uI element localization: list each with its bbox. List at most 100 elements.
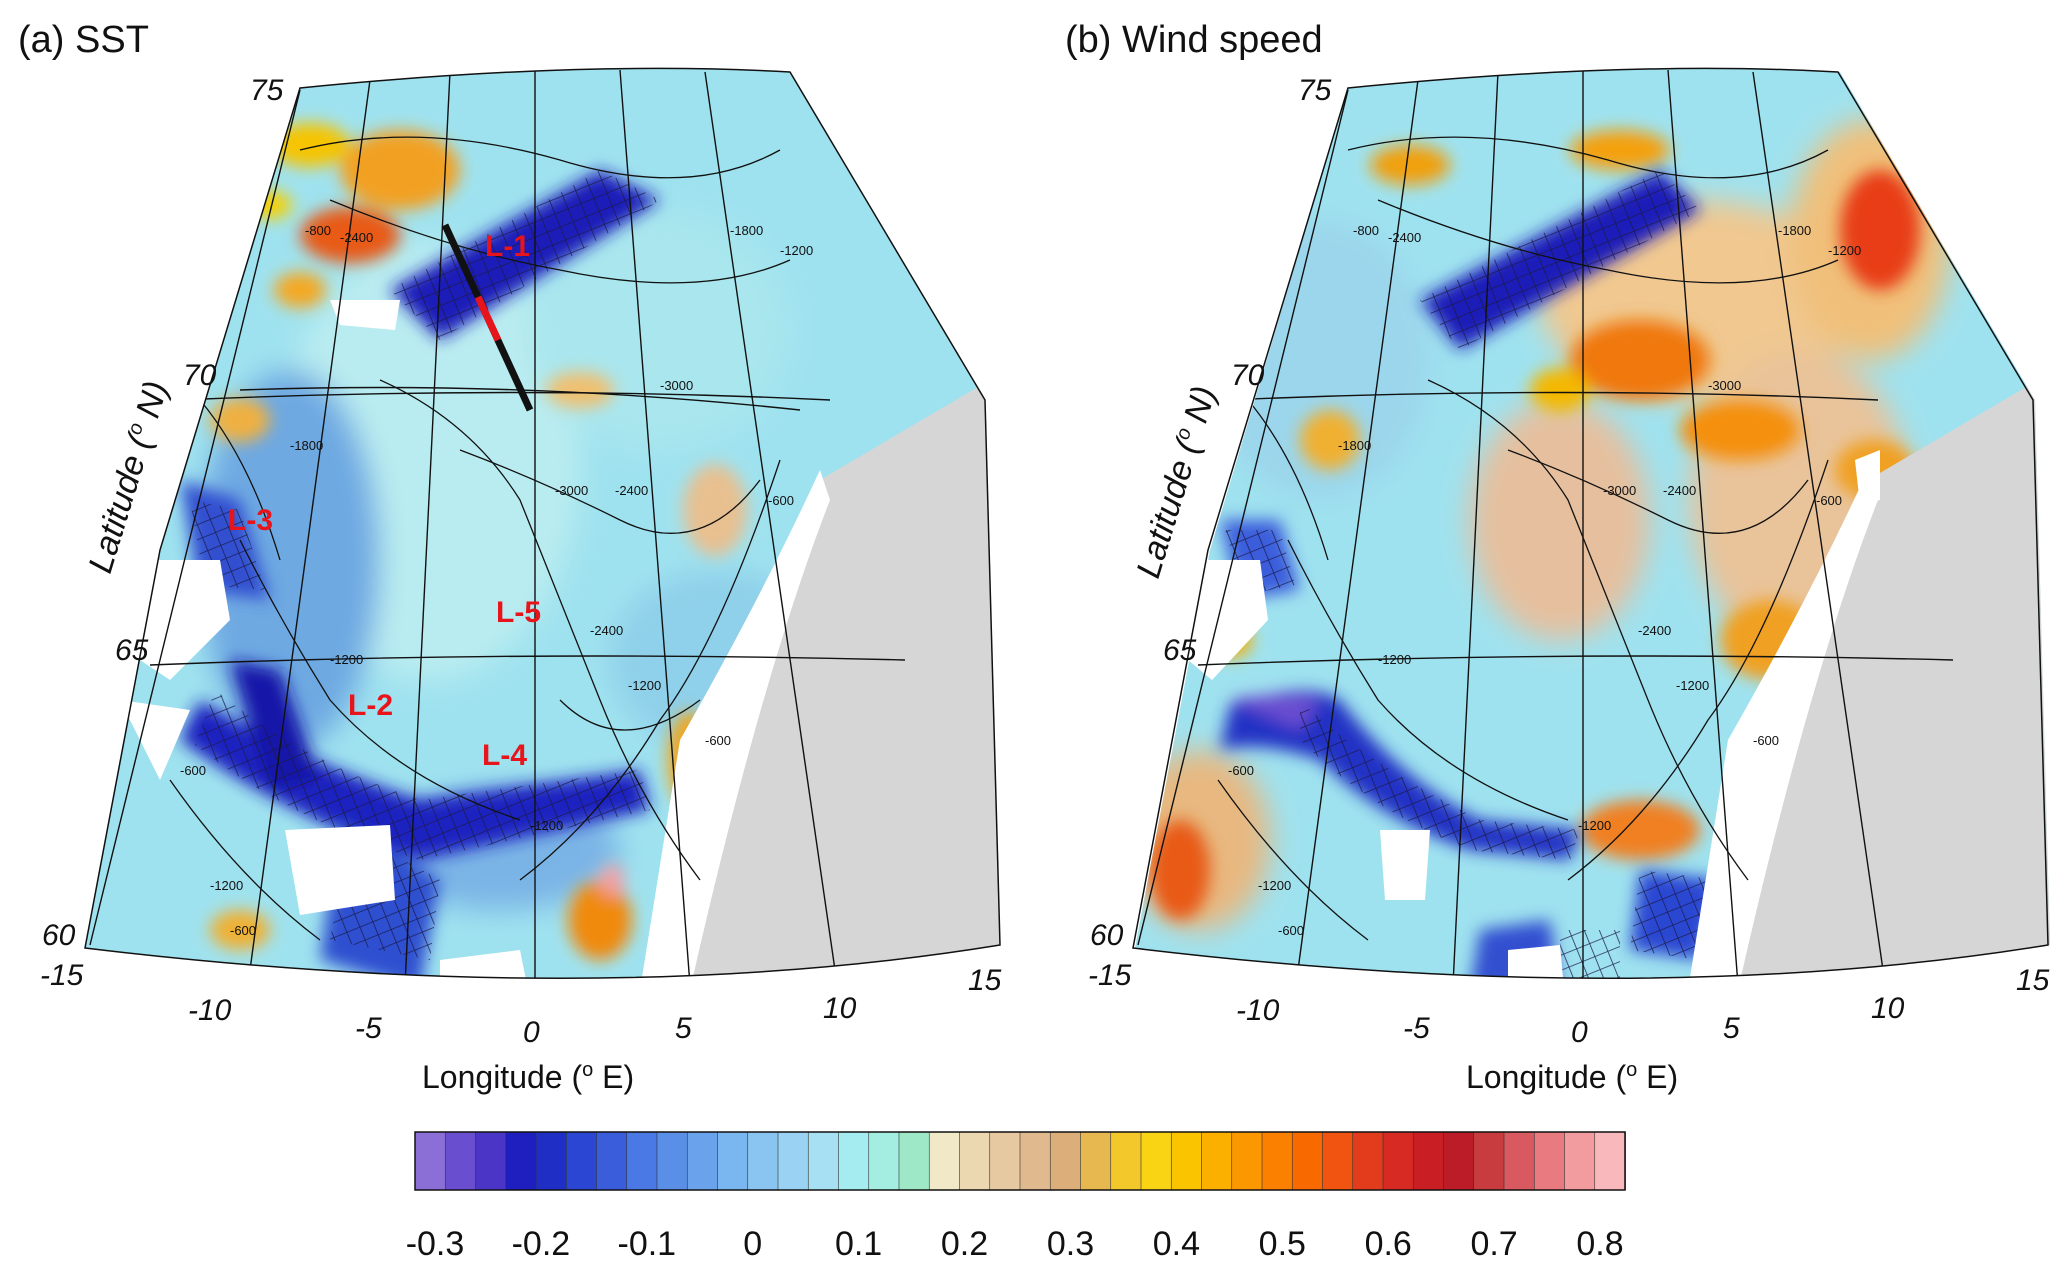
region-label-l5: L-5 (496, 596, 541, 629)
lat-tick-70: 70 (1231, 359, 1265, 392)
colorbar-swatch (414, 1131, 447, 1191)
lon-tick-10: 10 (823, 992, 857, 1025)
region-label-l4: L-4 (482, 739, 527, 772)
panel-title: (a) SST (18, 19, 149, 61)
region-label-l2: L-2 (348, 689, 393, 722)
colorbar-swatch (1412, 1131, 1445, 1191)
lon-tick-m5: -5 (355, 1012, 382, 1045)
map-field (1135, 68, 2050, 979)
lon-tick-m10: -10 (188, 994, 232, 1027)
svg-text:-1800: -1800 (1778, 223, 1811, 238)
panel-title: (b) Wind speed (1065, 19, 1323, 61)
colorbar-tick-label: 0 (743, 1225, 762, 1263)
lon-tick-m10: -10 (1236, 994, 1280, 1027)
colorbar-frame (414, 1131, 1626, 1191)
lon-tick-0: 0 (523, 1016, 540, 1049)
svg-text:-600: -600 (705, 733, 731, 748)
region-label-l3: L-3 (228, 504, 273, 537)
lon-tick-15: 15 (968, 964, 1002, 997)
colorbar-swatch (535, 1131, 568, 1191)
svg-text:-2400: -2400 (1388, 230, 1421, 245)
svg-text:-3000: -3000 (660, 378, 693, 393)
svg-text:-1200: -1200 (210, 878, 243, 893)
colorbar-swatch (1201, 1131, 1233, 1191)
colorbar-swatch (1261, 1131, 1294, 1191)
contour-labels: -800 -2400 -3000 -1800 -1200 -2400 -3000… (1228, 223, 1861, 938)
colorbar-swatch (838, 1131, 870, 1191)
lat-tick-75: 75 (1298, 74, 1332, 107)
lon-tick-0: 0 (1571, 1016, 1588, 1049)
lat-tick-70: 70 (183, 359, 217, 392)
svg-text:-1800: -1800 (290, 438, 323, 453)
colorbar-tick-label: 0.2 (941, 1225, 988, 1263)
svg-text:-2400: -2400 (590, 623, 623, 638)
panel-sst-map: (a) SST (18, 19, 1002, 1095)
colorbar-swatch (505, 1131, 537, 1191)
colorbar-tick-label: 0.6 (1365, 1225, 1412, 1263)
svg-text:-600: -600 (230, 923, 256, 938)
colorbar-tick-label: 0.1 (835, 1225, 882, 1263)
colorbar-swatch (444, 1131, 477, 1191)
lat-tick-65: 65 (115, 634, 149, 667)
colorbar-tick-label: 0.5 (1259, 1225, 1306, 1263)
colorbar-swatch (1019, 1131, 1052, 1191)
svg-text:-1200: -1200 (1258, 878, 1291, 893)
svg-text:-800: -800 (305, 223, 331, 238)
svg-text:-1800: -1800 (730, 223, 763, 238)
colorbar-swatch (1049, 1131, 1082, 1191)
colorbar-swatch (1594, 1131, 1626, 1191)
colorbar-tick-label: 0.4 (1153, 1225, 1200, 1263)
colorbar-swatch (1291, 1131, 1324, 1191)
colorbar-swatch (1473, 1131, 1505, 1191)
colorbar-swatch (959, 1131, 991, 1191)
colorbar-swatch (717, 1131, 749, 1191)
svg-text:-2400: -2400 (615, 483, 648, 498)
contour-labels: -800 -2400 -3000 -1800 -1200 -2400 -3000… (180, 223, 813, 938)
x-axis-title: Longitude (o E) (422, 1059, 634, 1095)
colorbar-swatch (1503, 1131, 1536, 1191)
colorbar-swatch (1080, 1131, 1112, 1191)
svg-text:-1200: -1200 (1378, 652, 1411, 667)
colorbar-swatch (686, 1131, 719, 1191)
colorbar-swatch (656, 1131, 689, 1191)
colorbar-tick-label: -0.3 (406, 1225, 465, 1263)
svg-text:-600: -600 (1816, 493, 1842, 508)
region-label-l1: L-1 (485, 230, 530, 263)
colorbar-tick-label: -0.1 (618, 1225, 677, 1263)
colorbar-swatch (1564, 1131, 1596, 1191)
lon-tick-m15: -15 (40, 959, 84, 992)
colorbar-tick-label: 0.7 (1470, 1225, 1517, 1263)
lat-tick-60: 60 (42, 919, 76, 952)
colorbar-swatch (596, 1131, 628, 1191)
map-frame (84, 67, 1001, 980)
svg-text:-600: -600 (768, 493, 794, 508)
svg-text:-1200: -1200 (330, 652, 363, 667)
x-axis-title: Longitude (o E) (1466, 1059, 1678, 1095)
lon-tick-5: 5 (1723, 1012, 1740, 1045)
colorbar-swatch (1140, 1131, 1173, 1191)
colorbar-swatch (807, 1131, 840, 1191)
svg-text:-600: -600 (180, 763, 206, 778)
colorbar-swatch (928, 1131, 961, 1191)
colorbar-swatches (414, 1131, 1626, 1191)
colorbar-swatch (1110, 1131, 1142, 1191)
y-axis-title: Latitude (o N) (1129, 382, 1223, 583)
svg-text:-3000: -3000 (555, 483, 588, 498)
svg-text:-3000: -3000 (1708, 378, 1741, 393)
svg-text:-800: -800 (1353, 223, 1379, 238)
colorbar-labels: -0.3 -0.2 -0.1 0 0.1 0.2 0.3 0.4 0.5 0.6 0.7 0.8 (406, 1225, 1624, 1263)
colorbar-swatch (747, 1131, 779, 1191)
colorbar-swatch (898, 1131, 931, 1191)
colorbar-tick-label: 0.8 (1576, 1225, 1623, 1263)
colorbar-swatch (1382, 1131, 1415, 1191)
svg-text:-1200: -1200 (1676, 678, 1709, 693)
colorbar-swatch (1231, 1131, 1263, 1191)
colorbar-swatch (475, 1131, 507, 1191)
map-frame (1132, 67, 2049, 980)
colorbar-swatch (989, 1131, 1021, 1191)
colorbar-swatch (1533, 1131, 1566, 1191)
colorbar-swatch (626, 1131, 658, 1191)
lon-tick-10: 10 (1871, 992, 1905, 1025)
colorbar-swatch (777, 1131, 810, 1191)
